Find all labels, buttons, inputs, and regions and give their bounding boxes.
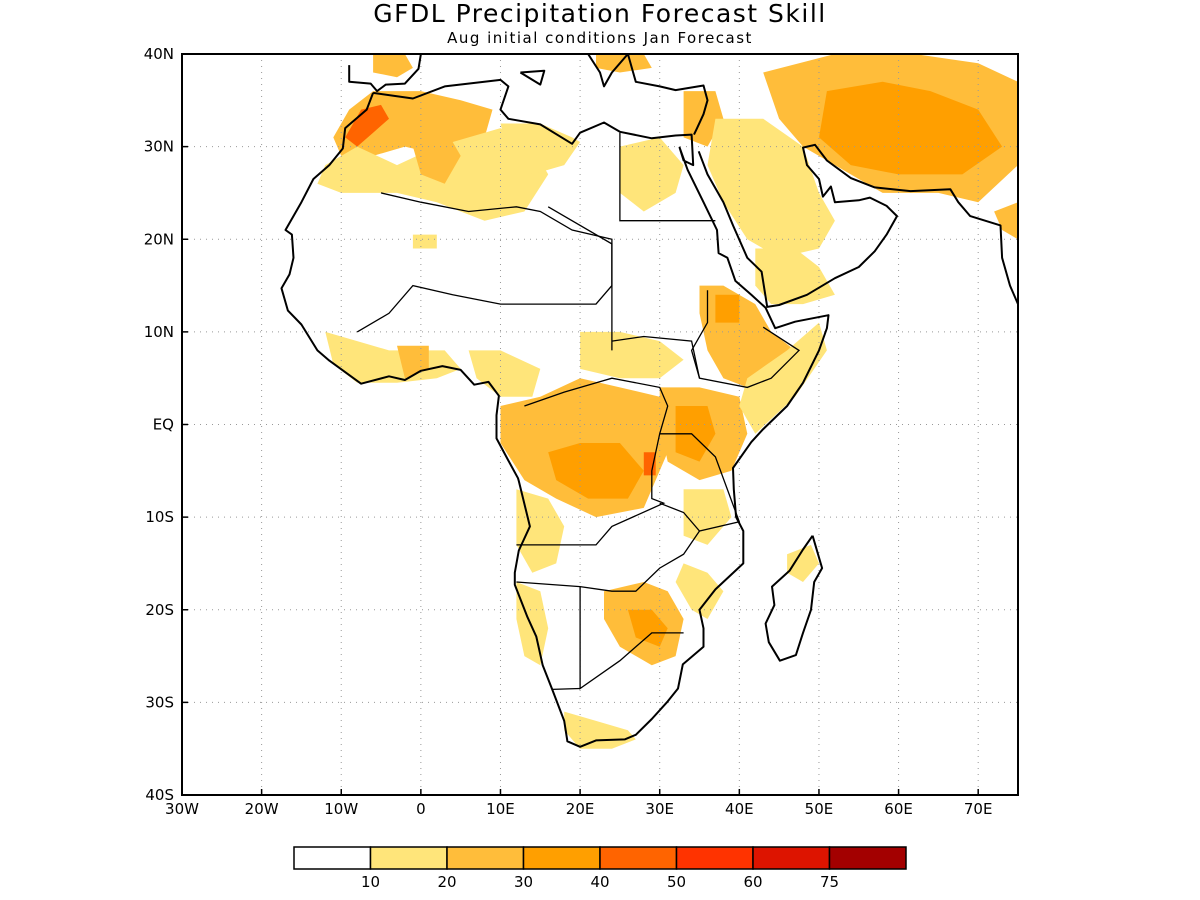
longitude-axis: 30W 20W 10W 0 10E 20E 30E 40E 50E 60E 70E — [165, 789, 992, 818]
latitude-axis: 40N 30N 20N 10N EQ 10S 20S 30S 40S — [144, 45, 188, 804]
skill-region-congo-core — [548, 443, 644, 499]
colorbar-label: 75 — [820, 873, 839, 891]
colorbar-swatch — [369, 846, 448, 870]
colorbar-swatch — [828, 846, 907, 870]
lat-tick-label: 20S — [145, 601, 174, 619]
skill-shading-layer — [317, 54, 1018, 749]
skill-region-ethiopia-north-core — [715, 294, 740, 323]
skill-region-namibia-coast — [516, 582, 549, 666]
skill-region-arabia-south — [755, 248, 835, 305]
border-nile-borders — [619, 132, 716, 222]
skill-region-mozambique — [675, 563, 724, 619]
colorbar-label: 40 — [590, 873, 609, 891]
lon-tick-label: 20E — [566, 800, 595, 818]
skill-region-horn-coast — [739, 322, 827, 434]
lon-tick-label: 10E — [486, 800, 515, 818]
colorbar-swatch — [599, 846, 678, 870]
colorbar: 10 20 30 40 50 60 75 — [293, 846, 907, 891]
skill-region-algeria-inland — [412, 118, 461, 184]
skill-region-india-west — [994, 202, 1018, 240]
skill-region-mediterranean-east — [596, 54, 652, 73]
coastline-arabia — [697, 143, 1018, 308]
map-subtitle: Aug initial conditions Jan Forecast — [447, 29, 753, 47]
colorbar-label: 20 — [437, 873, 456, 891]
lat-tick-label: 20N — [144, 230, 174, 248]
colorbar-label: 60 — [743, 873, 762, 891]
border-sudan-south-border — [611, 335, 701, 379]
border-tanzania-border — [659, 433, 741, 532]
skill-region-western-sahara-patch — [412, 234, 437, 249]
map-title: GFDL Precipitation Forecast Skill — [373, 0, 827, 28]
lon-tick-label: 60E — [884, 800, 913, 818]
skill-region-arabia-north — [707, 118, 835, 258]
skill-region-tanzania-south — [683, 489, 732, 545]
skill-region-nigeria-cameroon — [468, 350, 541, 397]
colorbar-label: 10 — [361, 873, 380, 891]
coastline-africa-coast — [280, 78, 830, 748]
lat-tick-label: 30S — [145, 693, 174, 711]
skill-region-madagascar-north — [787, 544, 819, 582]
border-orange-border — [552, 687, 581, 691]
skill-region-morocco-atlantic-coast — [345, 104, 389, 147]
lon-tick-label: 30E — [645, 800, 674, 818]
colorbar-swatch — [293, 846, 372, 870]
lat-tick-label: 10S — [145, 508, 174, 526]
colorbar-label: 50 — [667, 873, 686, 891]
lat-tick-label: 30N — [144, 138, 174, 156]
border-ethiopia-border — [690, 290, 801, 389]
colorbar-swatch — [522, 846, 601, 870]
lon-tick-label: 30W — [165, 800, 199, 818]
skill-region-west-africa-coast — [325, 331, 461, 383]
country-borders-layer — [356, 132, 801, 691]
coastlines-layer — [280, 54, 1018, 748]
colorbar-swatch — [675, 846, 754, 870]
border-botswana-border — [579, 586, 684, 690]
lon-tick-label: 70E — [964, 800, 993, 818]
colorbar-label: 30 — [514, 873, 533, 891]
skill-region-south-africa-south — [564, 711, 636, 749]
gridlines — [182, 54, 1018, 795]
border-chad-libya — [547, 206, 613, 351]
coastline-europe-south — [348, 54, 422, 93]
lon-tick-label: 40E — [725, 800, 754, 818]
skill-region-sudan-south — [580, 331, 684, 379]
border-congo-border — [516, 377, 669, 546]
colorbar-swatch — [446, 846, 525, 870]
lat-tick-label: 10N — [144, 323, 174, 341]
lat-tick-label: EQ — [153, 416, 174, 434]
lat-tick-label: 40N — [144, 45, 174, 63]
colorbar-swatch — [752, 846, 831, 870]
skill-region-lake-tanganyika-patch — [643, 452, 656, 476]
skill-region-limpopo-core — [627, 609, 668, 647]
skill-region-iran-core — [819, 81, 1003, 175]
lon-tick-label: 0 — [416, 800, 426, 818]
coastline-italy-sicily — [519, 69, 546, 86]
skill-region-egypt-east — [619, 137, 684, 212]
lon-tick-label: 10W — [324, 800, 358, 818]
coastline-greece-turkey — [587, 54, 709, 136]
coastline-madagascar — [764, 535, 824, 662]
lon-tick-label: 50E — [805, 800, 834, 818]
lon-tick-label: 20W — [245, 800, 279, 818]
lat-tick-label: 40S — [145, 786, 174, 804]
skill-region-angola-west — [516, 489, 565, 573]
skill-region-iberia-strip — [373, 54, 413, 78]
